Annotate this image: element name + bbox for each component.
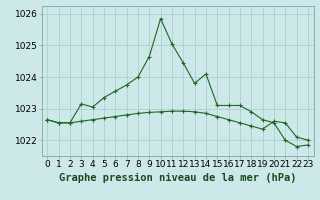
X-axis label: Graphe pression niveau de la mer (hPa): Graphe pression niveau de la mer (hPa) xyxy=(59,173,296,183)
